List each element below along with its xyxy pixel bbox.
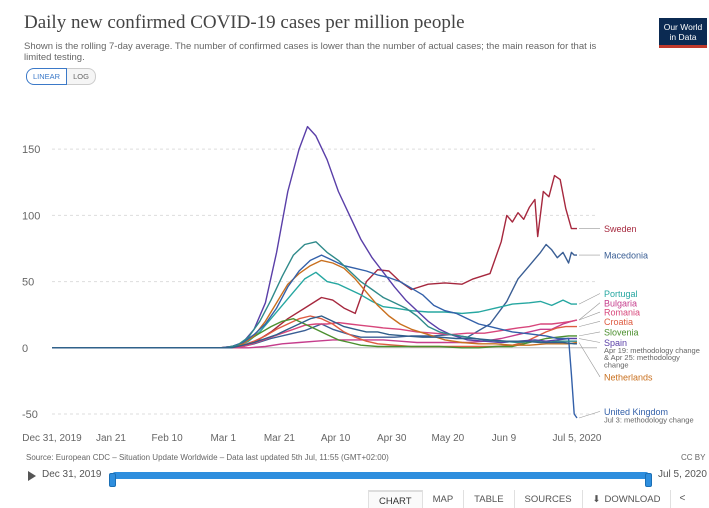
label-connector [578, 311, 601, 321]
timeline-end-label: Jul 5, 2020 [658, 469, 707, 480]
methodology-annotation: change [604, 360, 629, 369]
tab-table[interactable]: TABLE [463, 490, 513, 508]
share-icon[interactable]: < [670, 490, 693, 508]
scale-toggle: LINEAR LOG [26, 68, 96, 85]
series-line-slovenia [52, 318, 577, 349]
label-connector [578, 302, 601, 321]
x-tick-label: Feb 10 [152, 433, 184, 444]
play-icon[interactable] [28, 471, 36, 481]
timeline-end-handle[interactable] [645, 473, 652, 487]
y-tick-label: 100 [22, 210, 40, 222]
tab-chart[interactable]: CHART [368, 490, 422, 508]
series-line-portugal [52, 271, 577, 349]
logo-line-2: in Data [669, 32, 697, 42]
x-tick-label: Jul 5, 2020 [553, 433, 602, 444]
x-tick-label: Apr 10 [321, 433, 351, 444]
label-connector [578, 411, 601, 419]
series-label: United Kingdom [604, 407, 668, 417]
logo-line-1: Our World [663, 22, 703, 32]
methodology-annotation: & Apr 25: methodology [604, 353, 680, 362]
label-connector [578, 293, 601, 305]
timeline-track[interactable] [109, 472, 652, 487]
series-line-unlabeled [52, 241, 577, 349]
series-line-croatia [52, 315, 577, 349]
chart-subtitle: Shown is the rolling 7-day average. The … [24, 41, 597, 63]
label-connector [578, 338, 601, 343]
timeline-start-handle[interactable] [109, 473, 116, 487]
series-label: Macedonia [604, 251, 648, 261]
tab-map[interactable]: MAP [421, 490, 464, 508]
x-tick-label: Jan 21 [96, 433, 126, 444]
series-label: Spain [604, 338, 627, 348]
download-label: DOWNLOAD [604, 494, 661, 505]
x-tick-label: May 20 [431, 433, 464, 444]
series-line-netherlands [52, 259, 578, 349]
series-line-united-kingdom [52, 254, 578, 419]
download-icon: ⬇ [592, 494, 601, 505]
series-label: Romania [604, 308, 640, 318]
series-line-sweden [52, 174, 577, 349]
series-line-unlabeled [52, 315, 577, 349]
label-connector [578, 321, 601, 327]
tab-download[interactable]: ⬇ DOWNLOAD [581, 490, 671, 508]
license-link[interactable]: CC BY [681, 453, 706, 462]
x-tick-label: Jun 9 [492, 433, 517, 444]
chart-title: Daily new confirmed COVID-19 cases per m… [24, 12, 465, 33]
methodology-annotation: Jul 3: methodology change [604, 415, 694, 424]
line-chart: 150 100 50 0 -50 Dec 31, 2019 Jan 21 Feb 10 Mar … [22, 125, 700, 444]
series-line-bulgaria [52, 319, 578, 349]
series-label: Croatia [604, 317, 633, 327]
series-label: Netherlands [604, 372, 653, 382]
y-tick-label: 0 [22, 343, 28, 355]
series-label: Slovenia [604, 327, 639, 337]
y-tick-label: 50 [22, 277, 34, 289]
y-tick-label: 150 [22, 144, 40, 156]
owid-logo[interactable]: Our World in Data [659, 18, 707, 48]
tab-sources[interactable]: SOURCES [513, 490, 582, 508]
view-tabs: CHART MAP TABLE SOURCES ⬇ DOWNLOAD < [368, 490, 693, 508]
methodology-annotation: Apr 19: methodology change [604, 346, 700, 355]
x-tick-label: Dec 31, 2019 [22, 433, 82, 444]
timeline: Dec 31, 2019 Jul 5, 2020 [26, 468, 709, 487]
series-line-spain [52, 125, 577, 349]
series-line-macedonia [52, 243, 577, 349]
x-tick-label: Mar 21 [264, 433, 296, 444]
source-note: Source: European CDC – Situation Update … [26, 453, 389, 462]
linear-scale-button[interactable]: LINEAR [26, 68, 68, 85]
x-tick-label: Apr 30 [377, 433, 407, 444]
y-tick-label: -50 [22, 409, 38, 421]
x-tick-label: Mar 1 [210, 433, 236, 444]
series-line-romania [52, 319, 578, 349]
label-connector [578, 331, 601, 337]
series-label: Bulgaria [604, 298, 637, 308]
label-connector [578, 342, 601, 378]
series-label: Portugal [604, 289, 638, 299]
series-label: Sweden [604, 224, 637, 234]
log-scale-button[interactable]: LOG [67, 68, 96, 85]
timeline-start-label: Dec 31, 2019 [42, 469, 102, 480]
